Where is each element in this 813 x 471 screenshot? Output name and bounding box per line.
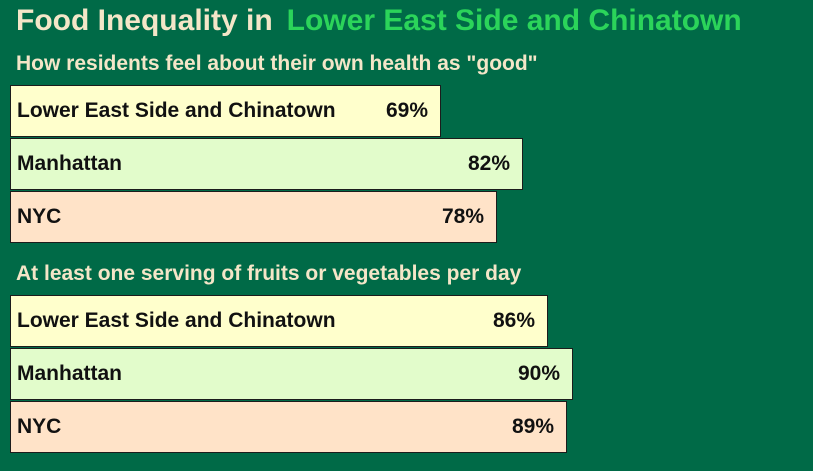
bar: Lower East Side and Chinatown 86% bbox=[10, 295, 548, 347]
bar-category-label: Manhattan bbox=[17, 362, 122, 385]
bar: Lower East Side and Chinatown 69% bbox=[10, 85, 441, 137]
bar-value-label: 69% bbox=[385, 99, 428, 122]
bar-value-label: 78% bbox=[441, 205, 484, 228]
bar-category-label: NYC bbox=[17, 205, 62, 228]
bar-value-label: 89% bbox=[511, 415, 554, 438]
bar: Manhattan 82% bbox=[10, 138, 523, 190]
chart-2-title: At least one serving of fruits or vegeta… bbox=[16, 262, 522, 285]
bar-value-label: 86% bbox=[492, 309, 535, 332]
page-title: Food Inequality in Lower East Side and Ch… bbox=[16, 4, 742, 38]
title-prefix: Food Inequality in bbox=[16, 4, 273, 37]
title-highlight: Lower East Side and Chinatown bbox=[286, 4, 742, 37]
chart-1-title: How residents feel about their own healt… bbox=[16, 52, 538, 75]
bar-category-label: Manhattan bbox=[17, 152, 122, 175]
bar-category-label: Lower East Side and Chinatown bbox=[17, 99, 336, 122]
bar: NYC 78% bbox=[10, 191, 497, 243]
bar: NYC 89% bbox=[10, 401, 567, 453]
bar-category-label: NYC bbox=[17, 415, 62, 438]
bar: Manhattan 90% bbox=[10, 348, 573, 400]
bar-value-label: 82% bbox=[467, 152, 510, 175]
bar-value-label: 90% bbox=[517, 362, 560, 385]
bar-category-label: Lower East Side and Chinatown bbox=[17, 309, 336, 332]
